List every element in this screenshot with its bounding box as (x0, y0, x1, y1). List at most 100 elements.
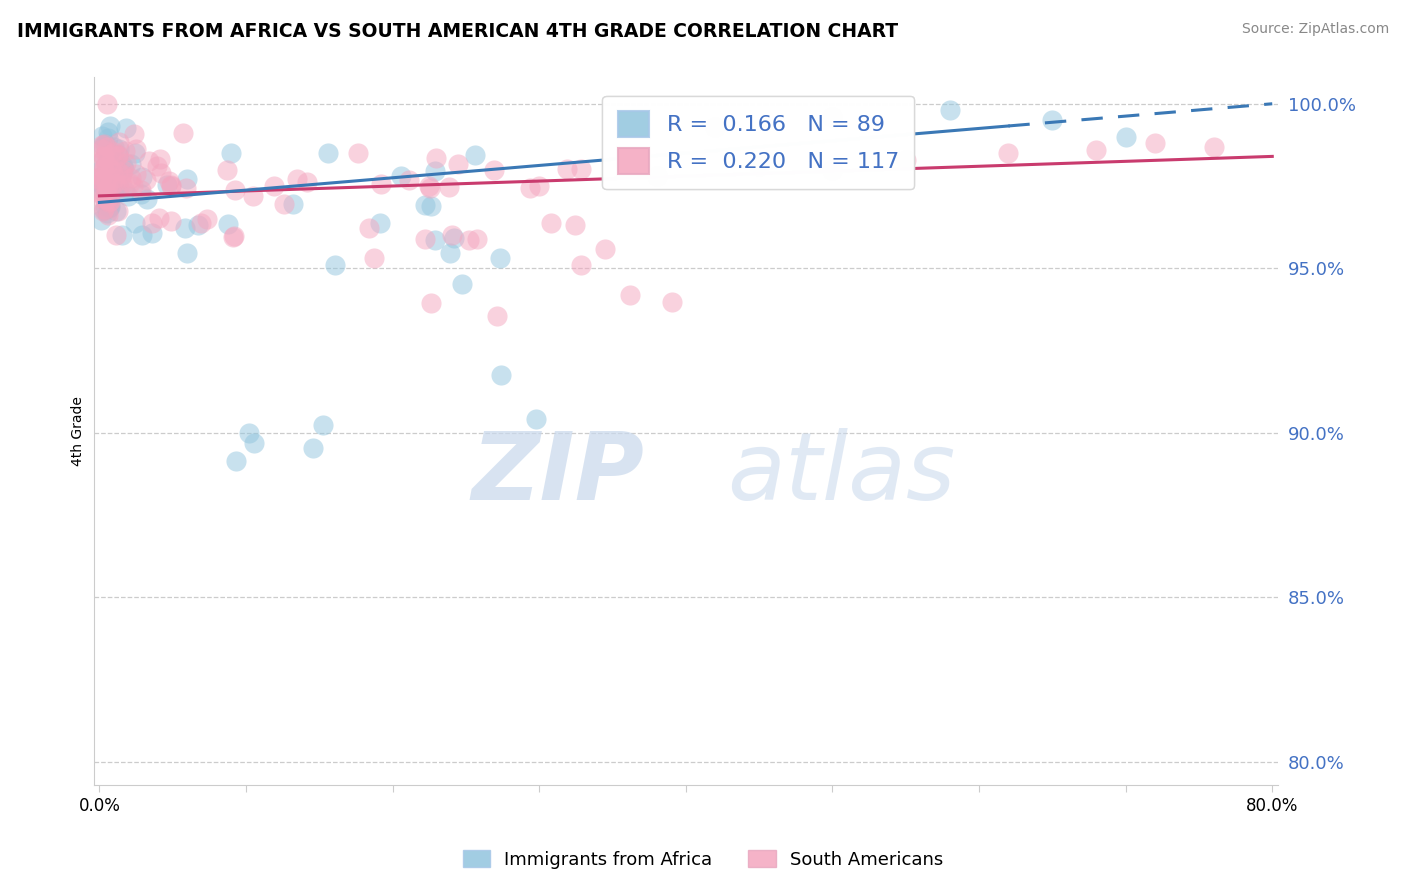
Point (176, 246, 198, 260)
Point (1143, 136, 1166, 151)
Point (98, 119, 121, 133)
Text: ZIP: ZIP (471, 427, 644, 519)
Point (93, 190, 115, 204)
Point (318, 146, 340, 161)
Point (93, 179, 115, 194)
Point (238, 426, 260, 441)
Point (108, 135, 131, 149)
Point (138, 153, 160, 168)
Point (370, 178, 392, 192)
Point (90, 191, 112, 205)
Point (131, 228, 153, 243)
Point (104, 170, 127, 185)
Point (90, 176, 112, 190)
Point (90, 173, 112, 187)
Point (419, 180, 441, 194)
Point (519, 181, 541, 195)
Point (176, 172, 198, 186)
Point (93, 150, 115, 164)
Point (125, 142, 148, 156)
Point (108, 142, 131, 156)
Point (1202, 139, 1225, 153)
Point (748, 159, 770, 173)
Point (131, 170, 153, 185)
Point (91, 128, 114, 143)
Point (215, 163, 238, 178)
Point (122, 178, 145, 193)
Point (242, 188, 264, 202)
Point (96, 208, 118, 222)
Point (190, 216, 212, 230)
Point (101, 181, 124, 195)
Point (100, 153, 122, 168)
Point (160, 178, 183, 193)
Point (821, 162, 844, 177)
Point (93, 152, 115, 166)
Text: Source: ZipAtlas.com: Source: ZipAtlas.com (1241, 22, 1389, 37)
Point (96, 158, 118, 172)
Point (187, 218, 209, 232)
Point (90, 213, 112, 227)
Point (93, 136, 115, 151)
Point (94, 175, 117, 189)
Point (103, 145, 125, 160)
Point (368, 217, 391, 231)
Point (97, 131, 120, 145)
Point (94, 136, 117, 151)
Point (141, 216, 163, 230)
Point (104, 203, 127, 218)
Point (457, 233, 479, 247)
Point (115, 155, 138, 169)
Point (120, 157, 142, 171)
Point (100, 146, 122, 161)
Point (217, 217, 239, 231)
Point (1040, 113, 1063, 128)
Point (91, 152, 114, 166)
Point (91, 161, 114, 176)
Point (107, 149, 129, 163)
Point (146, 159, 169, 173)
Point (222, 229, 245, 244)
Point (150, 166, 173, 180)
Point (160, 178, 183, 193)
Point (98, 165, 121, 179)
Point (90, 143, 112, 157)
Point (124, 128, 146, 142)
Point (529, 179, 551, 194)
Point (93, 203, 115, 218)
Point (111, 167, 134, 181)
Point (124, 167, 146, 181)
Point (415, 198, 437, 212)
Point (595, 242, 617, 256)
Point (98, 198, 121, 212)
Point (90, 169, 112, 184)
Point (114, 144, 136, 158)
Point (224, 183, 246, 197)
Point (93, 202, 115, 216)
Point (273, 197, 295, 211)
Point (91, 138, 114, 153)
Point (263, 179, 285, 194)
Point (619, 287, 641, 301)
Point (281, 197, 304, 211)
Point (174, 221, 197, 235)
Point (287, 171, 309, 186)
Point (451, 277, 474, 291)
Point (97, 154, 120, 169)
Point (363, 251, 385, 265)
Point (437, 180, 460, 194)
Point (96, 151, 118, 165)
Point (425, 151, 447, 165)
Point (464, 148, 486, 162)
Point (98, 200, 121, 214)
Point (101, 160, 124, 174)
Point (90, 176, 112, 190)
Legend: R =  0.166   N = 89, R =  0.220   N = 117: R = 0.166 N = 89, R = 0.220 N = 117 (602, 95, 914, 189)
Point (195, 212, 218, 227)
Point (124, 146, 146, 161)
Point (482, 163, 505, 178)
Point (526, 412, 548, 426)
Point (129, 184, 152, 198)
Point (100, 171, 122, 186)
Point (821, 110, 844, 124)
